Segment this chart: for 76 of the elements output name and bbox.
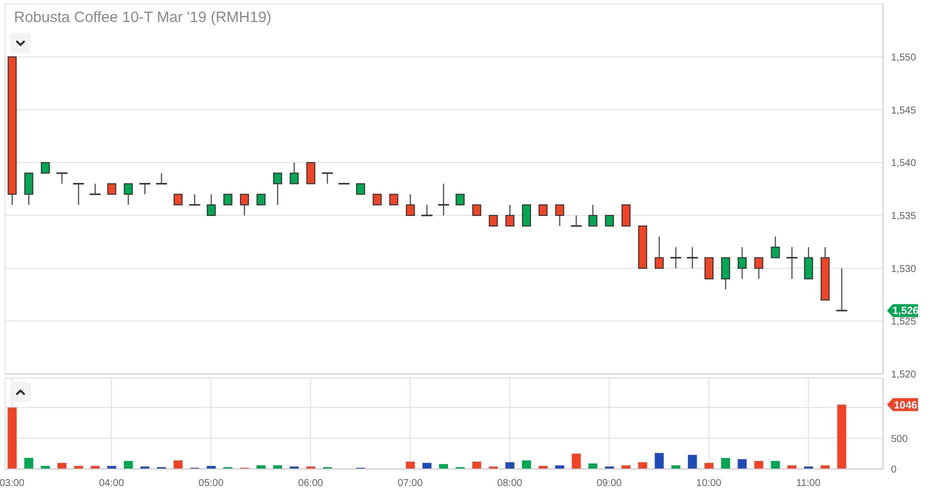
x-tick-label: 09:00	[596, 478, 622, 488]
x-tick-label: 10:00	[696, 478, 722, 488]
candlestick	[738, 246, 747, 280]
bar	[588, 463, 598, 469]
bar	[422, 462, 432, 469]
bar	[572, 454, 581, 469]
bar	[704, 462, 714, 469]
bar	[57, 462, 66, 469]
candlestick	[588, 204, 598, 227]
candlestick	[721, 257, 730, 290]
y-tick-label: 1,535	[891, 210, 916, 222]
candlestick	[40, 162, 50, 174]
bar	[721, 458, 730, 469]
candlestick	[206, 194, 216, 216]
candlestick	[107, 183, 116, 195]
candlestick	[24, 172, 34, 206]
candlestick	[522, 204, 532, 226]
candlestick	[223, 194, 232, 206]
text: 1,526	[892, 305, 919, 318]
x-tick-label: 03:00	[0, 478, 25, 488]
candlestick	[240, 194, 249, 216]
candlestick	[704, 257, 714, 280]
candlestick	[604, 214, 614, 226]
bar	[738, 459, 747, 469]
bar	[654, 453, 664, 469]
bar	[505, 462, 514, 469]
y-tick-label: 1,525	[891, 316, 916, 328]
candlestick	[372, 194, 382, 206]
candlestick	[754, 257, 764, 280]
candlestick	[306, 162, 316, 184]
bar	[8, 408, 17, 469]
x-tick-label: 08:00	[497, 478, 523, 488]
bar	[406, 462, 415, 469]
candlestick	[804, 246, 814, 280]
y-tick-label: 1,540	[891, 158, 916, 170]
y-tick-label: 1,545	[891, 105, 916, 116]
bar	[124, 461, 133, 469]
bar	[472, 462, 482, 469]
candlestick	[770, 236, 780, 258]
bar	[24, 458, 34, 469]
candlestick	[505, 204, 514, 227]
candlestick	[174, 194, 183, 206]
candlestick	[488, 214, 498, 226]
candlestick	[273, 172, 282, 206]
x-tick-label: 06:00	[298, 478, 324, 488]
candlestick	[472, 204, 482, 216]
candlestick	[406, 194, 415, 216]
x-tick-label: 04:00	[99, 478, 124, 488]
bar	[837, 404, 846, 469]
candlestick	[256, 194, 266, 206]
candlestick	[290, 162, 299, 184]
bar	[174, 460, 183, 469]
bar	[439, 464, 448, 469]
y-tick-label: 1,550	[891, 52, 916, 64]
x-tick-label: 11:00	[796, 478, 821, 488]
text: 1046	[894, 399, 918, 412]
bar	[754, 461, 764, 469]
y-tick-label: 1,530	[891, 264, 916, 275]
y-tick-label: 0	[891, 464, 897, 476]
candlestick	[356, 183, 366, 195]
x-tick-label: 07:00	[398, 478, 424, 488]
x-tick-label: 05:00	[198, 478, 224, 488]
bar	[638, 462, 648, 469]
candlestick	[654, 236, 664, 269]
bar	[770, 461, 780, 469]
candlestick	[124, 183, 133, 206]
candlestick	[456, 194, 465, 206]
y-tick-label: 500	[891, 434, 908, 445]
y-tick-label: 1,520	[891, 370, 916, 381]
candlestick	[389, 194, 398, 206]
candlestick	[538, 204, 548, 216]
candlestick	[622, 204, 631, 226]
bar	[688, 454, 697, 469]
candlestick	[555, 204, 564, 227]
bar	[522, 460, 532, 469]
chart-title: Robusta Coffee 10-T Mar '19 (RMH19)	[14, 9, 272, 26]
